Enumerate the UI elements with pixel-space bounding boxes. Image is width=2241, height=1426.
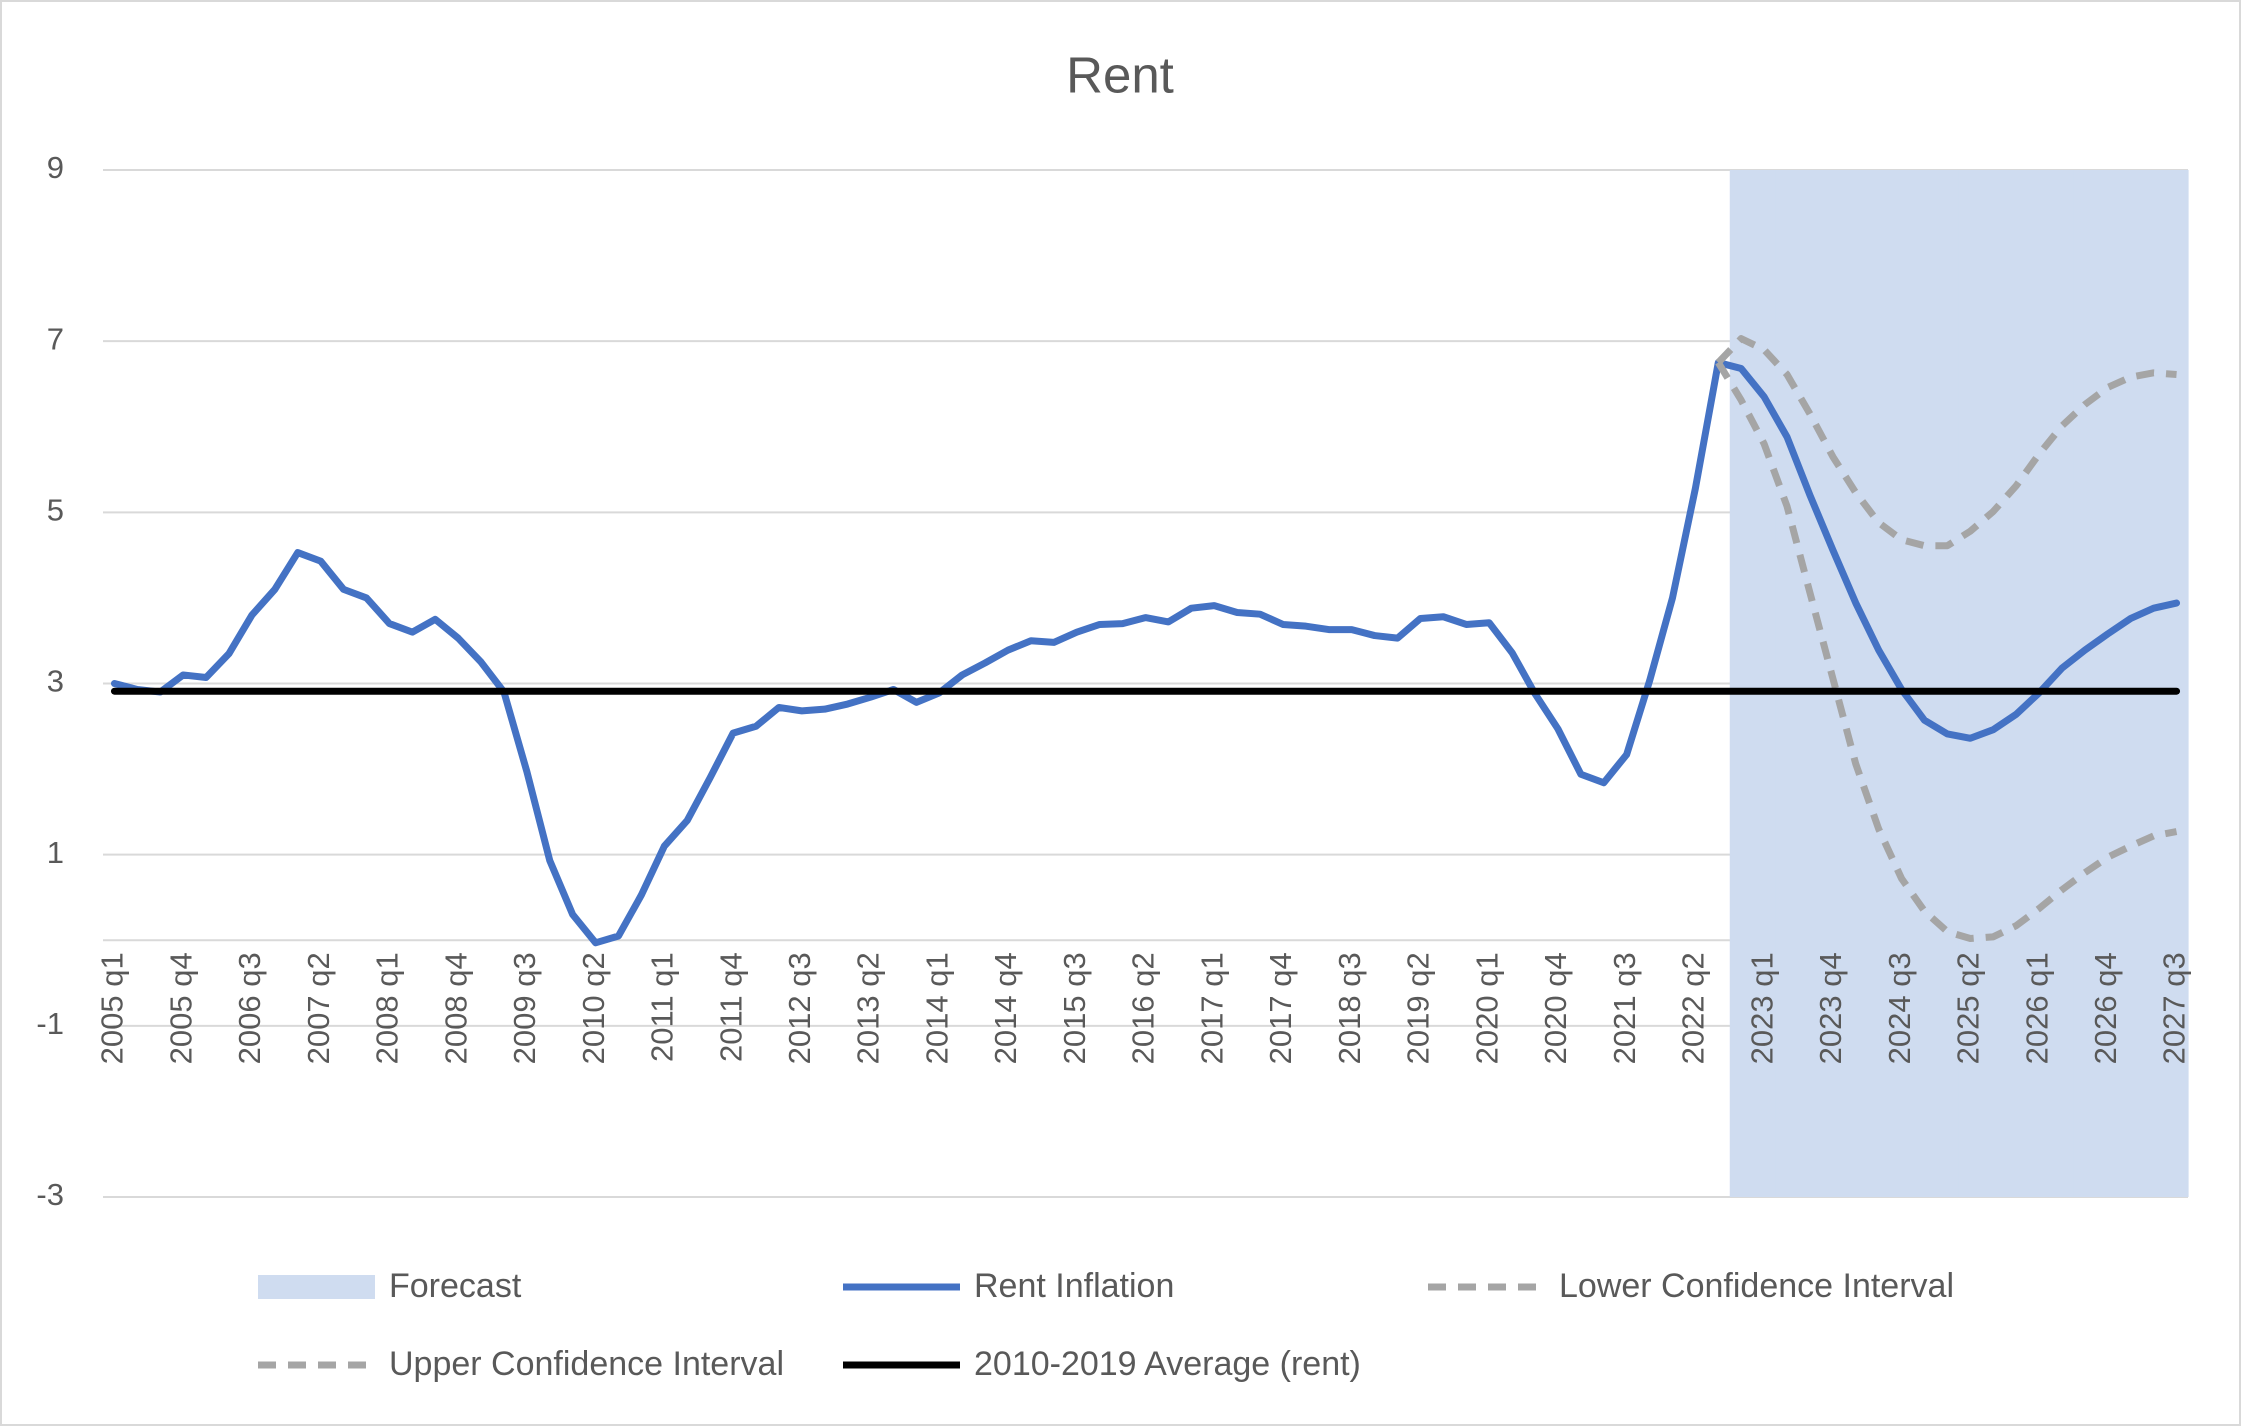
- y-tick-label: 7: [47, 321, 64, 356]
- x-tick-label: 2019 q2: [1401, 952, 1436, 1064]
- x-tick-label: 2022 q2: [1676, 952, 1711, 1064]
- y-tick-label: 3: [47, 664, 64, 699]
- x-tick-label: 2005 q4: [163, 952, 198, 1064]
- forecast-band: [2142, 170, 2166, 1197]
- x-tick-label: 2020 q4: [1538, 952, 1573, 1064]
- y-tick-label: 5: [47, 493, 64, 528]
- x-tick-label: 2009 q3: [507, 952, 542, 1064]
- x-tick-label: 2023 q4: [1813, 952, 1848, 1064]
- x-tick-label: 2016 q2: [1126, 952, 1161, 1064]
- x-tick-label: 2026 q4: [2088, 952, 2123, 1064]
- plot-area: -3 -1 1 3 5 7 9 2005 q1 2005 q4 2006 q3 2007 q2 200…: [36, 150, 2191, 1212]
- legend-swatch: [258, 1275, 375, 1299]
- x-tick-label: 2008 q1: [370, 952, 405, 1064]
- legend-label: Upper Confidence Interval: [389, 1345, 784, 1383]
- x-tick-label: 2014 q1: [919, 952, 954, 1064]
- y-tick-label: -3: [36, 1177, 64, 1212]
- x-tick-label: 2012 q3: [782, 952, 817, 1064]
- forecast-band: [1935, 170, 1960, 1197]
- x-tick-label: 2026 q1: [2019, 952, 2054, 1064]
- x-tick-label: 2025 q2: [1951, 952, 1986, 1064]
- x-tick-label: 2008 q4: [438, 952, 473, 1064]
- x-tick-label: 2005 q1: [95, 952, 130, 1064]
- x-tick-label: 2015 q3: [1057, 952, 1092, 1064]
- x-tick-label: 2018 q3: [1332, 952, 1367, 1064]
- legend: Forecast Rent Inflation Lower Confidence I…: [258, 1267, 1954, 1383]
- forecast-band: [1729, 170, 1754, 1197]
- x-tick-label: 2017 q1: [1194, 952, 1229, 1064]
- y-tick-label: 9: [47, 150, 64, 185]
- x-tick-label: 2023 q1: [1744, 952, 1779, 1064]
- x-tick-label: 2014 q4: [988, 952, 1023, 1064]
- legend-label: 2010-2019 Average (rent): [974, 1345, 1361, 1383]
- y-tick-label: -1: [36, 1006, 64, 1041]
- x-tick-label: 2021 q3: [1607, 952, 1642, 1064]
- forecast-band: [2027, 170, 2052, 1197]
- line-series: [1715, 360, 2178, 943]
- y-tick-label: 1: [47, 835, 64, 870]
- x-tick-label: 2017 q4: [1263, 952, 1298, 1064]
- x-tick-label: 2011 q1: [645, 952, 680, 1062]
- forecast-band: [1844, 170, 1868, 1197]
- forecast-band: [1867, 170, 1891, 1197]
- forecast-band: [2004, 170, 2029, 1197]
- axes: -3 -1 1 3 5 7 9 2005 q1 2005 q4 2006 q3 2007 q2 200…: [36, 150, 2191, 1212]
- chart-title: Rent: [1066, 46, 1174, 103]
- legend-label: Forecast: [389, 1267, 522, 1305]
- line-series: [1715, 335, 2177, 550]
- legend-label: Lower Confidence Interval: [1559, 1267, 1954, 1305]
- x-tick-label: 2027 q3: [2157, 952, 2192, 1064]
- legend-label: Rent Inflation: [974, 1267, 1174, 1305]
- forecast-band: [2050, 170, 2075, 1197]
- line-series: [110, 359, 2181, 947]
- x-tick-label: 2007 q2: [301, 952, 336, 1064]
- x-tick-label: 2010 q2: [576, 952, 611, 1064]
- forecast-band: [2073, 170, 2097, 1197]
- x-tick-label: 2006 q3: [232, 952, 267, 1064]
- forecast-band: [1913, 170, 1937, 1197]
- forecast-band: [2165, 170, 2189, 1197]
- forecast-band: [2119, 170, 2143, 1197]
- x-tick-label: 2024 q3: [1882, 952, 1917, 1064]
- x-tick-label: 2011 q4: [713, 952, 748, 1062]
- x-tick-label: 2020 q1: [1469, 952, 1504, 1064]
- forecast-band: [2096, 170, 2120, 1197]
- x-tick-label: 2013 q2: [851, 952, 886, 1064]
- series-layer: [110, 170, 2189, 1197]
